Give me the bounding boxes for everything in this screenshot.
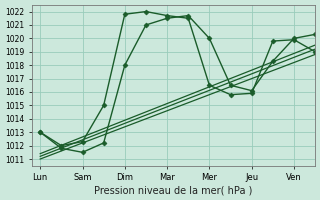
X-axis label: Pression niveau de la mer( hPa ): Pression niveau de la mer( hPa ) [94, 185, 252, 195]
